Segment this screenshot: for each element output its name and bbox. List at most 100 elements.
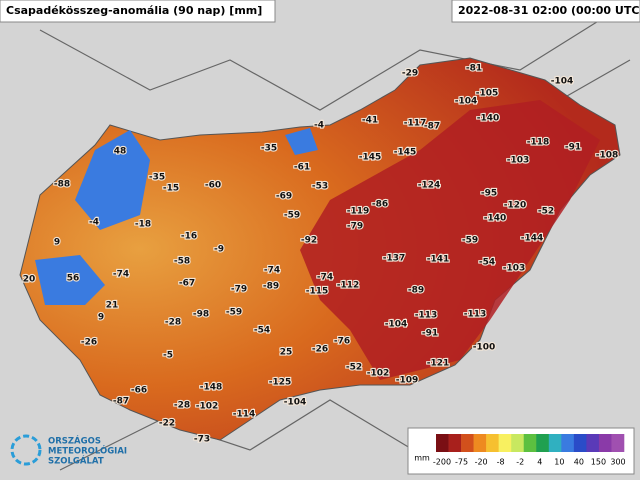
legend-swatch: [436, 434, 449, 452]
station-value: -59: [226, 308, 242, 318]
legend-swatch: [598, 434, 612, 452]
station-value: -118: [527, 138, 550, 148]
station-value: -87: [424, 122, 440, 132]
station-value: -5: [163, 351, 173, 361]
station-value: 20: [23, 275, 36, 285]
station-value: -29: [402, 69, 418, 79]
station-value: -26: [312, 345, 328, 355]
station-value: 21: [106, 301, 119, 311]
wet-region: [35, 255, 105, 305]
station-value: -54: [254, 326, 270, 336]
station-value: -76: [334, 337, 350, 347]
legend-swatch: [473, 434, 487, 452]
station-value: -112: [337, 281, 360, 291]
legend-swatch: [586, 434, 600, 452]
station-value: -60: [205, 181, 221, 191]
station-value: -108: [596, 151, 619, 161]
station-value: -28: [165, 318, 181, 328]
legend-swatch: [498, 434, 512, 452]
station-value: -67: [179, 279, 195, 289]
station-value: 9: [98, 313, 104, 323]
station-value: -98: [193, 310, 209, 320]
station-value: -22: [159, 419, 175, 429]
station-value: -79: [347, 222, 363, 232]
legend-swatch: [536, 434, 550, 452]
logo-text: METEOROLÓGIAI: [48, 445, 127, 457]
station-value: -87: [113, 397, 129, 407]
station-value: -104: [385, 320, 408, 330]
station-value: 56: [67, 274, 80, 284]
wet-region: [75, 130, 150, 230]
station-value: -61: [294, 163, 310, 173]
legend-swatch: [486, 434, 499, 452]
station-value: -104: [455, 97, 478, 107]
station-value: -144: [521, 234, 544, 244]
station-value: -92: [301, 236, 317, 246]
station-value: -35: [261, 144, 277, 154]
station-value: 9: [54, 238, 60, 248]
legend-swatch: [523, 434, 537, 452]
legend-label: 4: [537, 458, 542, 467]
station-value: 25: [280, 348, 293, 358]
station-value: -103: [503, 264, 526, 274]
title-box: [0, 0, 276, 23]
station-value: -124: [418, 181, 441, 191]
legend-unit: mm: [414, 454, 430, 463]
station-value: -52: [538, 207, 554, 217]
station-value: -16: [181, 232, 197, 242]
legend-label: -20: [475, 458, 488, 467]
station-value: -104: [284, 398, 307, 408]
station-value: -148: [200, 383, 223, 393]
station-value: -91: [565, 143, 581, 153]
station-value: -4: [89, 218, 99, 228]
station-value: -109: [396, 376, 419, 386]
station-value: -114: [233, 410, 256, 420]
legend-swatch: [461, 434, 474, 452]
legend-label: -8: [497, 458, 505, 467]
station-value: -95: [481, 189, 497, 199]
station-value: -121: [427, 359, 450, 369]
station-value: -18: [135, 220, 151, 230]
station-value: -74: [264, 266, 280, 276]
station-value: -79: [231, 285, 247, 295]
title: Csapadékösszeg-anomália (90 nap) [mm]: [6, 4, 262, 17]
station-value: -104: [551, 77, 574, 87]
station-value: -86: [372, 200, 388, 210]
station-value: -120: [504, 201, 527, 211]
station-value: -59: [284, 211, 300, 221]
legend-label: -75: [455, 458, 468, 467]
legend-swatch: [561, 434, 575, 452]
station-value: -113: [415, 311, 438, 321]
station-value: -54: [479, 258, 495, 268]
station-value: -15: [163, 184, 179, 194]
station-value: -117: [404, 119, 427, 129]
station-value: -35: [149, 173, 165, 183]
station-value: -145: [394, 148, 417, 158]
station-value: -140: [484, 214, 507, 224]
station-value: -137: [383, 254, 406, 264]
station-value: -26: [81, 338, 97, 348]
station-value: -140: [477, 114, 500, 124]
logo-icon: [10, 434, 42, 466]
legend-swatch: [573, 434, 587, 452]
legend-label: 300: [610, 458, 625, 467]
station-value: -91: [422, 329, 438, 339]
wet-region: [285, 128, 318, 155]
station-value: 48: [114, 147, 127, 157]
legend-label: -200: [433, 458, 451, 467]
station-value: -113: [464, 310, 487, 320]
station-value: -81: [466, 64, 482, 74]
logo-text: SZOLGÁLAT: [48, 455, 104, 467]
station-value: -4: [314, 121, 324, 131]
station-value: -74: [113, 270, 129, 280]
station-value: -103: [507, 156, 530, 166]
station-value: -58: [174, 257, 190, 267]
station-value: -102: [196, 402, 219, 412]
station-value: -119: [347, 207, 370, 217]
station-value: -41: [362, 116, 378, 126]
legend-swatch: [548, 434, 562, 452]
legend-swatch: [448, 434, 462, 452]
legend-label: 40: [574, 458, 584, 467]
station-value: -59: [462, 236, 478, 246]
